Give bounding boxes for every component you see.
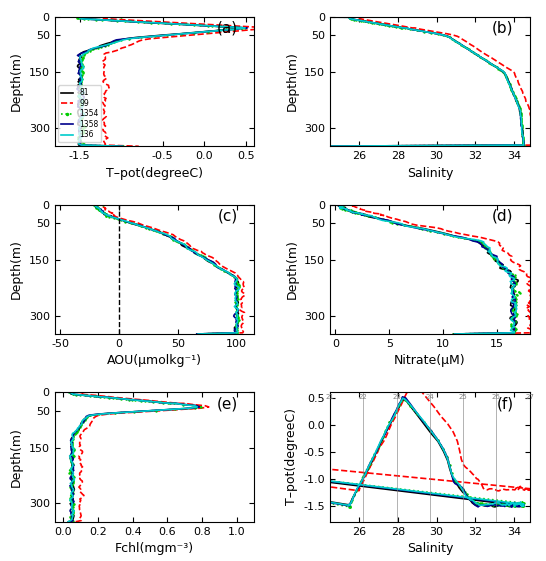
Text: 22: 22	[359, 394, 367, 401]
Text: (c): (c)	[218, 209, 238, 223]
Text: 27: 27	[525, 394, 534, 401]
Text: (e): (e)	[217, 396, 238, 411]
X-axis label: Salinity: Salinity	[407, 542, 453, 555]
Text: (d): (d)	[492, 209, 514, 223]
Y-axis label: Depth(m): Depth(m)	[286, 52, 299, 112]
Legend: 81, 99, 1354, 1358, 136: 81, 99, 1354, 1358, 136	[58, 85, 102, 142]
Y-axis label: Depth(m): Depth(m)	[10, 427, 23, 487]
X-axis label: T–pot(degreeC): T–pot(degreeC)	[106, 167, 203, 180]
Y-axis label: T–pot(degreeC): T–pot(degreeC)	[285, 408, 298, 505]
Y-axis label: Depth(m): Depth(m)	[10, 240, 23, 299]
X-axis label: Nitrate(μM): Nitrate(μM)	[394, 355, 466, 367]
Y-axis label: Depth(m): Depth(m)	[286, 240, 299, 299]
Text: 23: 23	[392, 394, 401, 401]
Y-axis label: Depth(m): Depth(m)	[10, 52, 23, 112]
Text: 25: 25	[459, 394, 467, 401]
Text: 21: 21	[325, 394, 335, 401]
X-axis label: Salinity: Salinity	[407, 167, 453, 180]
Text: 26: 26	[492, 394, 501, 401]
Text: (b): (b)	[492, 21, 514, 36]
X-axis label: Fchl(mgm⁻³): Fchl(mgm⁻³)	[115, 542, 194, 555]
X-axis label: AOU(μmolkg⁻¹): AOU(μmolkg⁻¹)	[107, 355, 202, 367]
Text: (f): (f)	[496, 396, 514, 411]
Text: (a): (a)	[217, 21, 238, 36]
Text: 24: 24	[425, 394, 434, 401]
